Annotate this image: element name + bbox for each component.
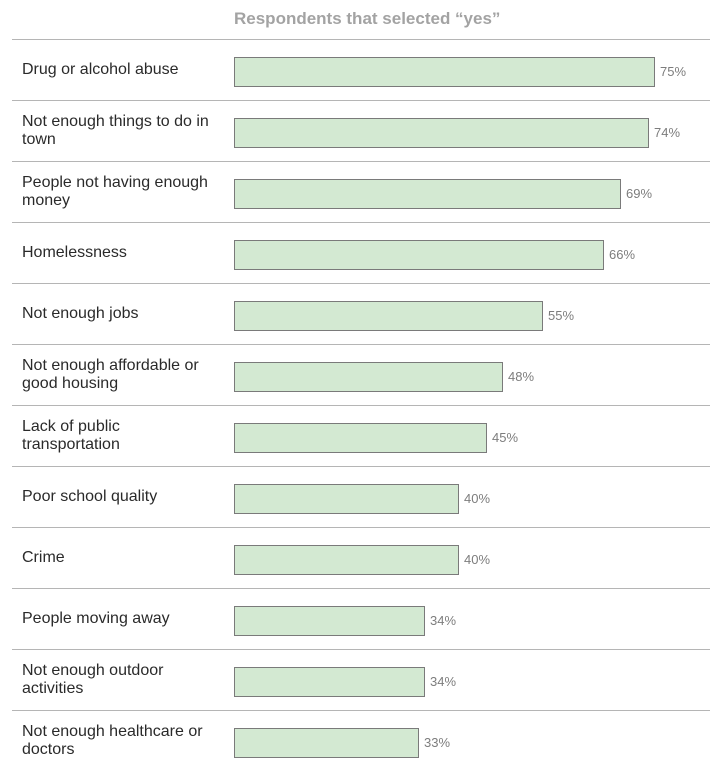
chart-row: Not enough affordable or good housing 48% [12,344,710,405]
chart-row: Not enough healthcare or doctors 33% [12,710,710,771]
chart-row: People moving away 34% [12,588,710,649]
bar [234,362,503,392]
category-label: Poor school quality [22,488,158,505]
value-label: 66% [609,247,636,262]
bar [234,728,419,758]
chart-row: Not enough jobs 55% [12,283,710,344]
value-label: 40% [464,491,491,506]
category-label: Not enough outdoor activities [22,662,164,697]
chart-row: Crime 40% [12,527,710,588]
value-label: 48% [508,369,535,384]
bar [234,240,604,270]
bar [234,423,487,453]
chart-title: Respondents that selected “yes” [234,9,501,28]
bar [234,484,459,514]
category-label: Drug or alcohol abuse [22,61,179,78]
category-label: Not enough things to do in town [22,113,209,148]
bar [234,606,425,636]
bar [234,118,649,148]
value-label: 34% [430,674,457,689]
value-label: 33% [424,735,451,750]
value-label: 74% [654,125,681,140]
chart-row: Not enough outdoor activities 34% [12,649,710,710]
chart-row: Poor school quality 40% [12,466,710,527]
category-label: Not enough affordable or good housing [22,357,199,392]
category-label: People not having enough money [22,174,208,209]
category-label: Not enough healthcare or doctors [22,723,203,758]
value-label: 75% [660,64,687,79]
chart-row: Drug or alcohol abuse 75% [12,39,710,100]
bar [234,545,459,575]
chart-row: Homelessness 66% [12,222,710,283]
chart-row: Not enough things to do in town 74% [12,100,710,161]
category-label: People moving away [22,610,170,627]
bar-chart: Drug or alcohol abuse 75% Not enough thing… [12,39,710,771]
chart-row: Lack of public transportation 45% [12,405,710,466]
chart-row: People not having enough money 69% [12,161,710,222]
category-label: Not enough jobs [22,305,139,322]
bar [234,301,543,331]
value-label: 55% [548,308,575,323]
value-label: 69% [626,186,653,201]
category-label: Crime [22,549,65,566]
bar [234,179,621,209]
value-label: 34% [430,613,457,628]
value-label: 45% [492,430,519,445]
category-label: Lack of public transportation [22,418,120,453]
value-label: 40% [464,552,491,567]
category-label: Homelessness [22,244,127,261]
bar [234,57,655,87]
bar [234,667,425,697]
